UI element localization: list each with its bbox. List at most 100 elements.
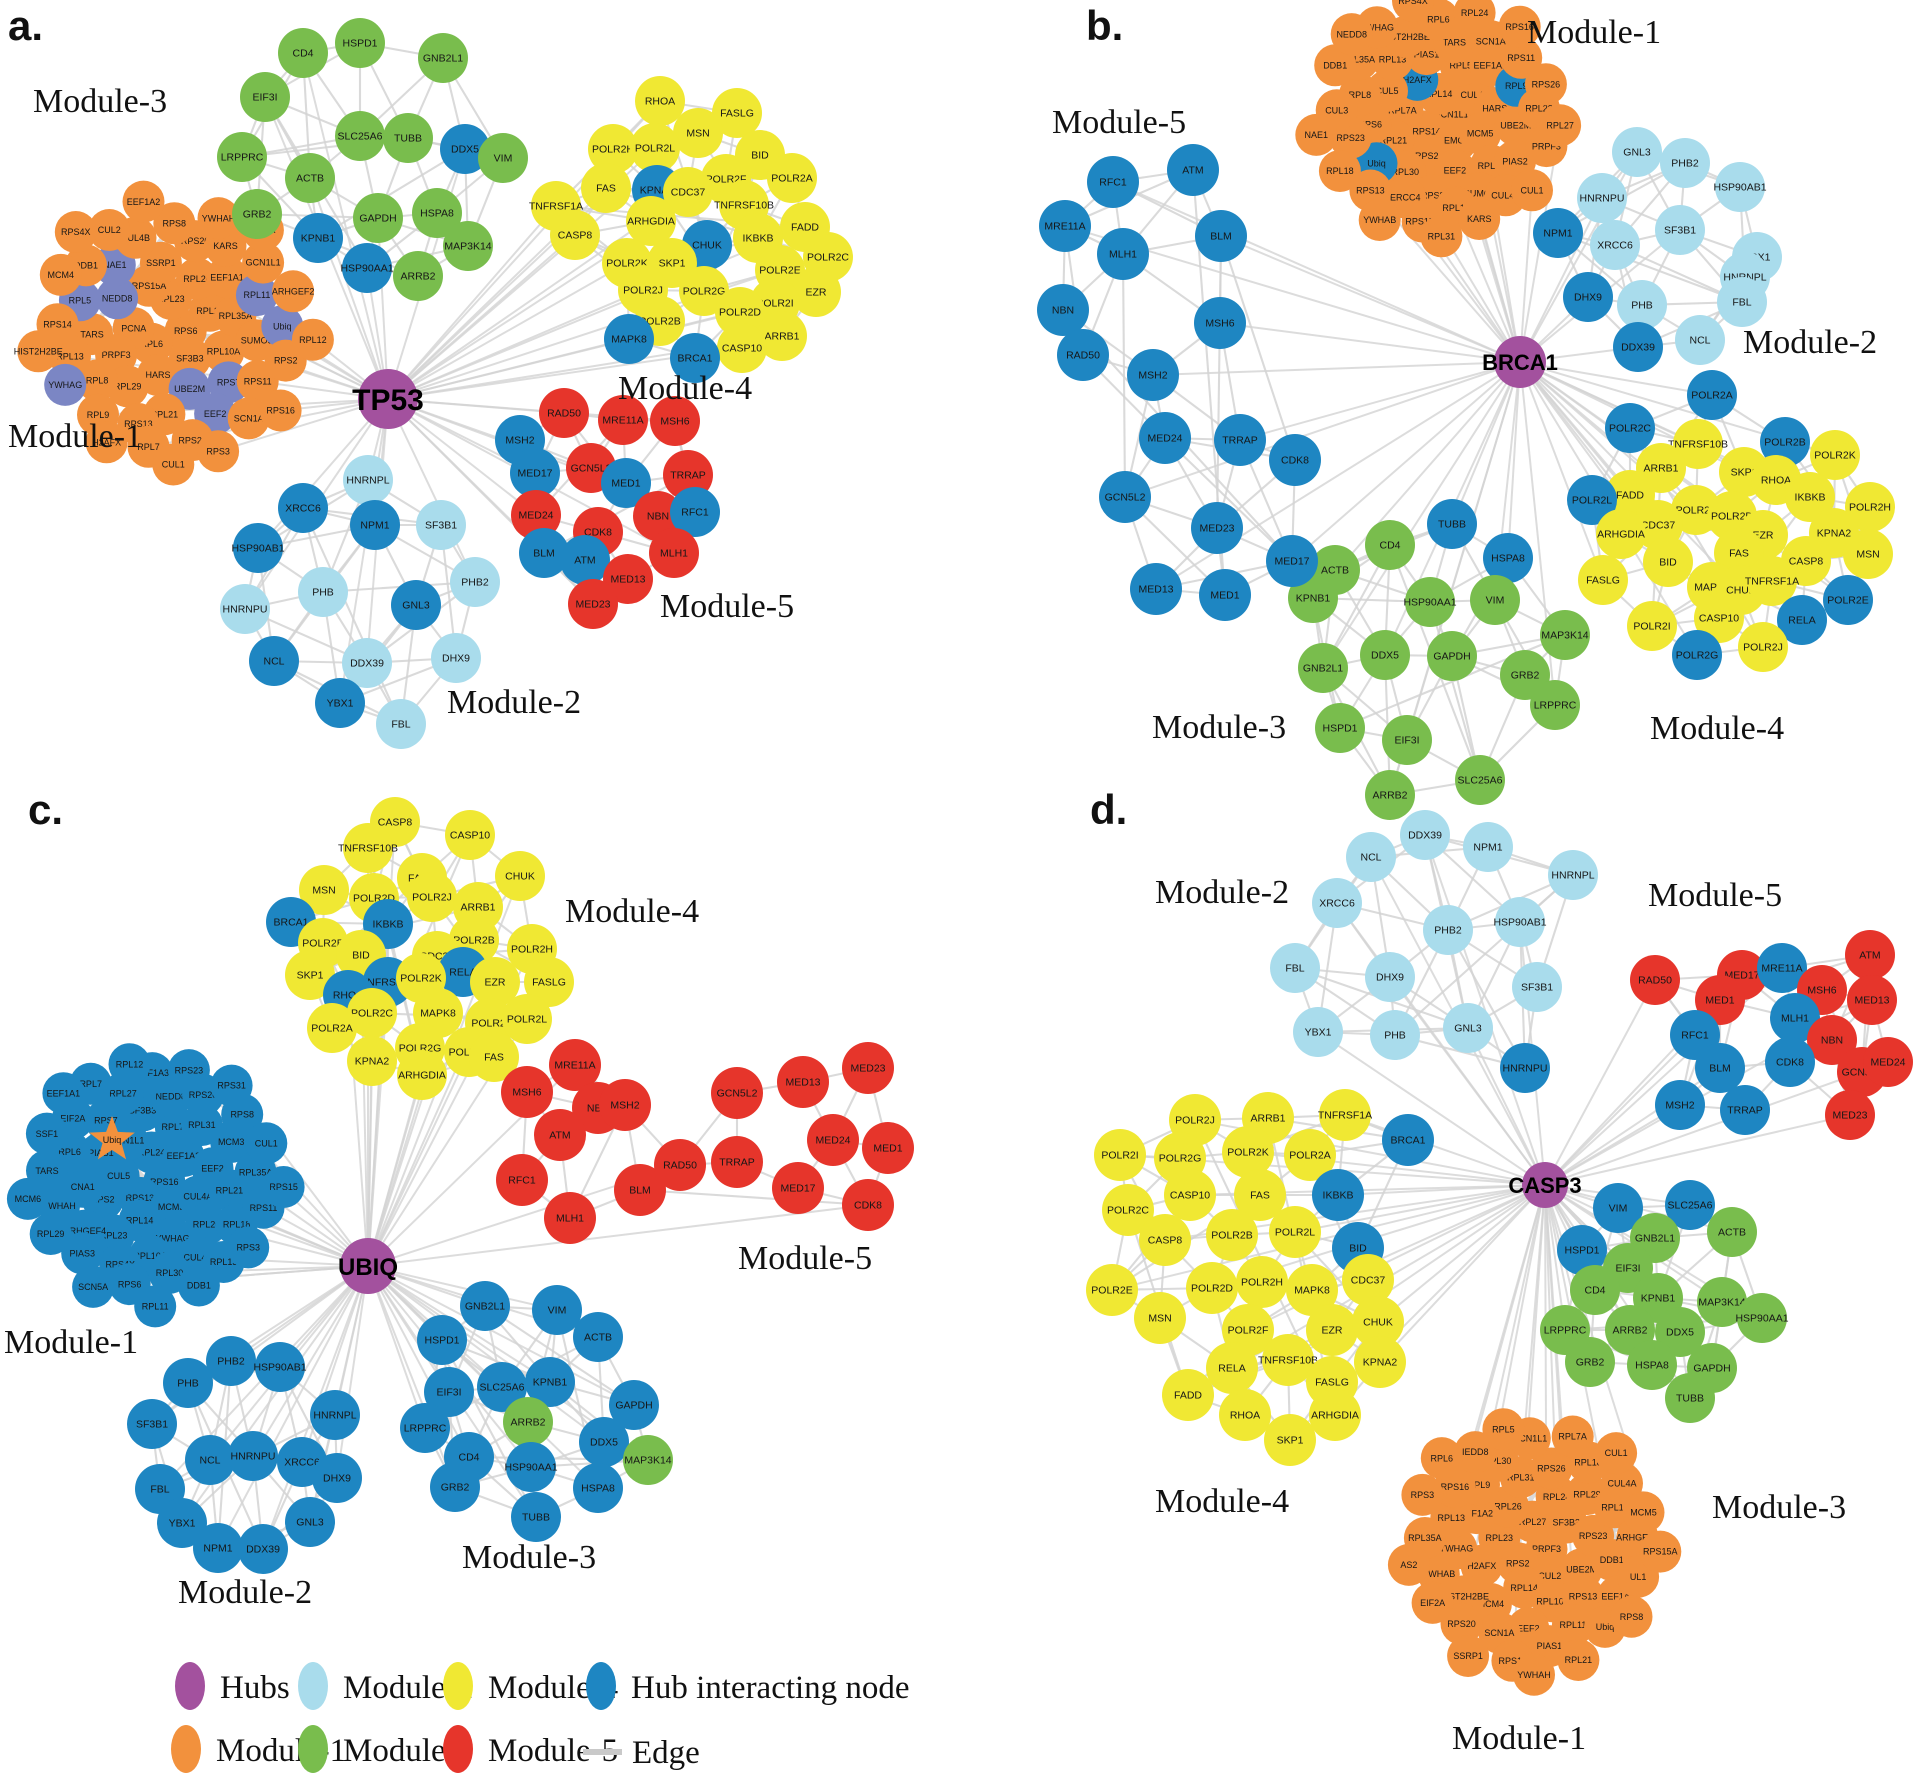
- node-mre11a[interactable]: [1757, 943, 1807, 993]
- node-polr2h[interactable]: [1845, 482, 1895, 532]
- node-brca1[interactable]: [670, 333, 720, 383]
- node-ikbkb[interactable]: [1785, 472, 1835, 522]
- node-casp10[interactable]: [1164, 1169, 1216, 1221]
- node-grb2[interactable]: [232, 189, 282, 239]
- node-vim[interactable]: [532, 1285, 582, 1335]
- node-polr2a[interactable]: [1284, 1129, 1336, 1181]
- node-polr2l[interactable]: [1269, 1206, 1321, 1258]
- node-rps26[interactable]: [1524, 63, 1567, 106]
- node-cdk8[interactable]: [842, 1179, 894, 1231]
- node-ddx5[interactable]: [1360, 630, 1410, 680]
- node-eef1a2[interactable]: [122, 180, 165, 223]
- node-rela[interactable]: [1777, 595, 1827, 645]
- node-rad50[interactable]: [654, 1139, 706, 1191]
- node-hspd1[interactable]: [417, 1315, 467, 1365]
- node-msn[interactable]: [299, 865, 349, 915]
- node-cdk8[interactable]: [1269, 434, 1321, 486]
- node-vim[interactable]: [1593, 1183, 1643, 1233]
- node-casp8[interactable]: [550, 210, 600, 260]
- node-gnl3[interactable]: [391, 580, 441, 630]
- node-xrcc6[interactable]: [1590, 220, 1640, 270]
- node-lrpprc[interactable]: [400, 1403, 450, 1453]
- node-med24[interactable]: [511, 490, 561, 540]
- node-rpl12[interactable]: [291, 318, 334, 361]
- node-med23[interactable]: [568, 579, 618, 629]
- node-lrpprc[interactable]: [217, 132, 267, 182]
- node-cul2[interactable]: [88, 209, 131, 251]
- node-ddx39[interactable]: [238, 1524, 288, 1574]
- node-map3k14[interactable]: [1540, 610, 1590, 660]
- node-fas[interactable]: [1714, 528, 1764, 578]
- node-phb[interactable]: [1370, 1010, 1420, 1060]
- node-actb[interactable]: [1707, 1207, 1757, 1257]
- node-dhx9[interactable]: [1563, 272, 1613, 322]
- node-cul1[interactable]: [1511, 169, 1553, 212]
- node-med1[interactable]: [862, 1122, 914, 1174]
- node-polr2k[interactable]: [1810, 430, 1860, 480]
- node-kpnb1[interactable]: [293, 213, 343, 263]
- node-polr2e[interactable]: [1823, 575, 1873, 625]
- node-rpl24[interactable]: [1453, 0, 1496, 34]
- node-ywhag[interactable]: [44, 363, 87, 406]
- node-polr2l[interactable]: [1567, 475, 1617, 525]
- node-med13[interactable]: [1847, 975, 1897, 1025]
- node-mre11a[interactable]: [1039, 200, 1091, 252]
- node-ezr[interactable]: [791, 267, 841, 317]
- node-arhgdia[interactable]: [1596, 509, 1646, 559]
- node-ddx39[interactable]: [342, 638, 392, 688]
- node-arrb2[interactable]: [1365, 770, 1415, 820]
- node-sf3b3[interactable]: [168, 337, 211, 380]
- node-med24[interactable]: [1863, 1037, 1913, 1087]
- node-tubb[interactable]: [1665, 1373, 1715, 1423]
- node-tnfrsf10b[interactable]: [1262, 1334, 1314, 1386]
- node-atm[interactable]: [1167, 144, 1219, 196]
- node-gnl3[interactable]: [285, 1497, 335, 1547]
- node-rad50[interactable]: [1630, 955, 1680, 1005]
- node-fbl[interactable]: [1717, 277, 1767, 327]
- node-kpna2[interactable]: [1354, 1336, 1406, 1388]
- node-blm[interactable]: [1695, 1043, 1745, 1093]
- node-slc25a6[interactable]: [477, 1362, 527, 1412]
- node-polr2a[interactable]: [767, 153, 817, 203]
- hub-node-casp3[interactable]: [1522, 1162, 1568, 1208]
- node-arhgdia[interactable]: [1309, 1389, 1361, 1441]
- node-med24[interactable]: [807, 1114, 859, 1166]
- node-hspd1[interactable]: [1557, 1225, 1607, 1275]
- node-map3k14[interactable]: [1697, 1277, 1747, 1327]
- node-grb2[interactable]: [1565, 1337, 1615, 1387]
- node-phb2[interactable]: [450, 557, 500, 607]
- node-rps15[interactable]: [262, 1166, 305, 1208]
- node-atm[interactable]: [560, 535, 610, 585]
- node-ncl[interactable]: [249, 636, 299, 686]
- node-rfc1[interactable]: [496, 1154, 548, 1206]
- node-polr2g[interactable]: [1672, 630, 1722, 680]
- node-polr2j[interactable]: [1738, 622, 1788, 672]
- node-ywhah[interactable]: [197, 197, 240, 240]
- node-npm1[interactable]: [1463, 822, 1513, 872]
- node-lrpprc[interactable]: [1530, 680, 1580, 730]
- node-ywhab[interactable]: [1358, 199, 1401, 241]
- node-rpl12[interactable]: [108, 1043, 151, 1086]
- node-ncl[interactable]: [1346, 832, 1396, 882]
- node-med23[interactable]: [1825, 1090, 1875, 1140]
- node-ezr[interactable]: [1306, 1304, 1358, 1356]
- node-med1[interactable]: [1199, 569, 1251, 621]
- node-polr2l[interactable]: [630, 123, 680, 173]
- node-actb[interactable]: [285, 153, 335, 203]
- node-med24[interactable]: [1139, 412, 1191, 464]
- node-fadd[interactable]: [1162, 1369, 1214, 1421]
- node-rpl7a[interactable]: [1551, 1415, 1594, 1458]
- node-rpl31[interactable]: [1420, 215, 1463, 258]
- node-trrap[interactable]: [711, 1136, 763, 1188]
- node-trrap[interactable]: [1214, 414, 1266, 466]
- node-phb2[interactable]: [1423, 905, 1473, 955]
- node-rpl6[interactable]: [1420, 1437, 1463, 1480]
- node-ikbkb[interactable]: [1312, 1169, 1364, 1221]
- node-skp1[interactable]: [1264, 1414, 1316, 1466]
- node-tubb[interactable]: [511, 1492, 561, 1542]
- node-rps16[interactable]: [259, 389, 302, 432]
- node-hnrnpu[interactable]: [1500, 1043, 1550, 1093]
- node-hnrnpu[interactable]: [228, 1431, 278, 1481]
- node-nedd8[interactable]: [1330, 13, 1373, 56]
- hub-node-brca1[interactable]: [1494, 336, 1546, 388]
